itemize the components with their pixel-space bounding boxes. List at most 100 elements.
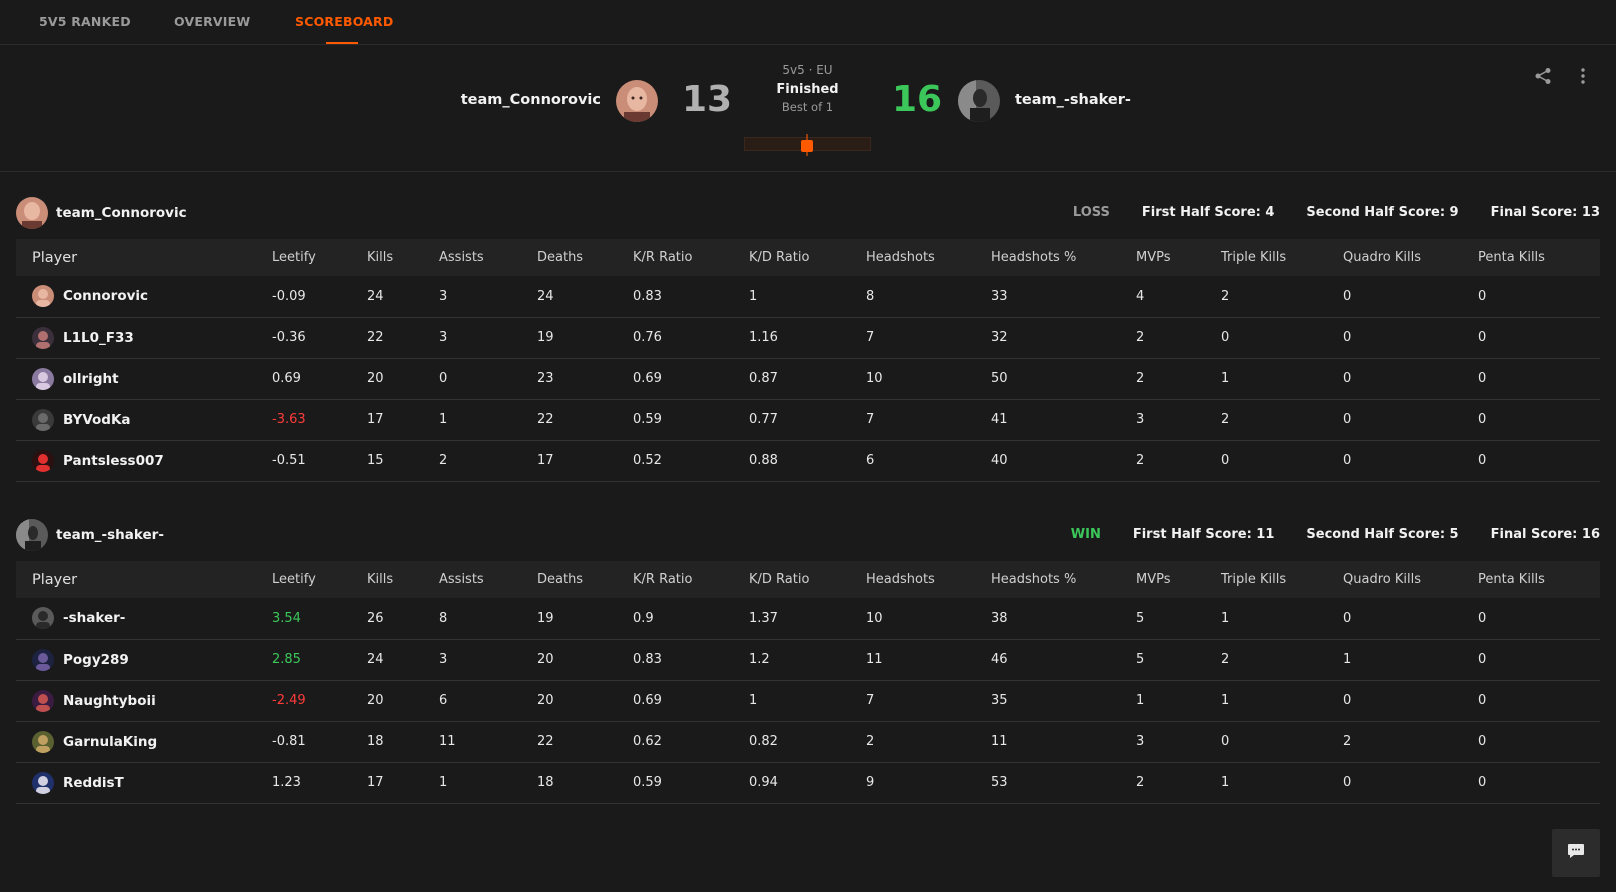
team2-small-avatar[interactable] (16, 519, 48, 551)
tab-5v5-ranked[interactable]: 5V5 RANKED (39, 14, 131, 29)
cell-leetify: 1.23 (272, 775, 301, 790)
column-header-quadro-kills[interactable]: Quadro Kills (1343, 250, 1421, 265)
table-row[interactable]: Naughtyboii -2.49 20 6 20 0.69 1 7 35 1 1 0 0 (16, 680, 1600, 721)
table-row[interactable]: ReddisT 1.23 17 1 18 0.59 0.94 9 53 2 1 0 0 (16, 762, 1600, 803)
cell-deaths: 20 (537, 652, 554, 667)
player-name[interactable]: Pantsless007 (63, 452, 164, 469)
round-timeline[interactable] (744, 134, 871, 156)
team2-section-name[interactable]: team_-shaker- (56, 527, 164, 543)
team1-first-half: First Half Score: 4 (1141, 205, 1275, 220)
table-row[interactable]: ollright 0.69 20 0 23 0.69 0.87 10 50 2 1 0 0 (16, 358, 1600, 399)
column-header-quadro-kills[interactable]: Quadro Kills (1343, 572, 1421, 587)
cell-headshots-pct: 53 (991, 775, 1008, 790)
column-header-kd-ratio[interactable]: K/D Ratio (749, 250, 810, 265)
player-avatar[interactable] (32, 326, 54, 349)
cell-quadro-kills: 0 (1343, 693, 1352, 708)
cell-leetify: 0.69 (272, 371, 301, 386)
cell-kr-ratio: 0.69 (633, 693, 662, 708)
player-avatar[interactable] (32, 367, 54, 390)
timeline-marker[interactable] (801, 140, 813, 152)
column-header-penta-kills[interactable]: Penta Kills (1478, 572, 1545, 587)
cell-kills: 20 (367, 371, 384, 386)
cell-mvps: 4 (1136, 288, 1145, 304)
team1-section-name[interactable]: team_Connorovic (56, 205, 187, 221)
column-header-kd-ratio[interactable]: K/D Ratio (749, 572, 810, 587)
player-name[interactable]: Connorovic (63, 288, 149, 305)
team1-name[interactable]: team_Connorovic (460, 92, 601, 108)
player-name[interactable]: BYVodKa (63, 411, 131, 428)
cell-penta-kills: 0 (1478, 330, 1487, 345)
column-header-kills[interactable]: Kills (367, 572, 394, 587)
player-avatar[interactable] (32, 285, 54, 308)
cell-assists: 1 (439, 412, 448, 427)
cell-mvps: 1 (1136, 693, 1145, 708)
cell-mvps: 3 (1136, 734, 1145, 749)
team2-avatar[interactable] (958, 80, 1000, 122)
tab-overview[interactable]: OVERVIEW (174, 14, 251, 29)
cell-headshots-pct: 40 (991, 453, 1008, 468)
player-name[interactable]: Naughtyboii (63, 692, 156, 709)
cell-penta-kills: 0 (1478, 734, 1487, 749)
column-header-player[interactable]: Player (32, 249, 78, 266)
share-icon[interactable] (1530, 63, 1556, 89)
team1-small-avatar[interactable] (16, 197, 48, 229)
cell-kd-ratio: 1.16 (749, 330, 778, 345)
tab-scoreboard[interactable]: SCOREBOARD (295, 14, 394, 29)
column-header-headshots-pct[interactable]: Headshots % (991, 250, 1077, 265)
player-avatar[interactable] (32, 408, 54, 431)
chat-button[interactable] (1552, 829, 1600, 877)
cell-kr-ratio: 0.52 (633, 453, 662, 468)
player-cell: ollright (16, 358, 272, 399)
team1-avatar[interactable] (616, 80, 658, 122)
column-header-deaths[interactable]: Deaths (537, 572, 584, 587)
table-row[interactable]: Pogy289 2.85 24 3 20 0.83 1.2 11 46 5 2 1 0 (16, 639, 1600, 680)
column-header-penta-kills[interactable]: Penta Kills (1478, 250, 1545, 265)
player-cell: Connorovic (16, 276, 272, 317)
table-row[interactable]: Pantsless007 -0.51 15 2 17 0.52 0.88 6 40 2 0 0 0 (16, 440, 1600, 481)
column-header-kr-ratio[interactable]: K/R Ratio (633, 250, 693, 265)
table-row[interactable]: BYVodKa -3.63 17 1 22 0.59 0.77 7 41 3 2 0 0 (16, 399, 1600, 440)
column-header-leetify[interactable]: Leetify (272, 572, 316, 587)
column-header-headshots-pct[interactable]: Headshots % (991, 572, 1077, 587)
player-name[interactable]: Pogy289 (63, 651, 129, 668)
table-row[interactable]: GarnulaKing -0.81 18 11 22 0.62 0.82 2 11 3 0 2 0 (16, 721, 1600, 762)
team2-name[interactable]: team_-shaker- (1015, 92, 1131, 108)
cell-penta-kills: 0 (1478, 652, 1487, 667)
column-header-leetify[interactable]: Leetify (272, 250, 316, 265)
player-avatar[interactable] (32, 689, 54, 712)
cell-headshots: 7 (866, 693, 875, 708)
player-name[interactable]: ollright (63, 370, 119, 387)
table-row[interactable]: -shaker- 3.54 26 8 19 0.9 1.37 10 38 5 1 0 0 (16, 598, 1600, 639)
player-avatar[interactable] (32, 449, 54, 472)
player-avatar[interactable] (32, 648, 54, 671)
player-name[interactable]: -shaker- (63, 610, 126, 627)
column-header-triple-kills[interactable]: Triple Kills (1221, 250, 1287, 265)
player-avatar[interactable] (32, 730, 54, 753)
player-avatar[interactable] (32, 607, 54, 630)
player-name[interactable]: ReddisT (63, 774, 124, 791)
player-name[interactable]: GarnulaKing (63, 733, 158, 750)
column-header-deaths[interactable]: Deaths (537, 250, 584, 265)
table-row[interactable]: L1L0_F33 -0.36 22 3 19 0.76 1.16 7 32 2 0 0 0 (16, 317, 1600, 358)
cell-headshots-pct: 38 (991, 610, 1008, 626)
cell-mvps: 2 (1136, 371, 1145, 386)
more-options-icon[interactable] (1570, 63, 1596, 89)
column-header-mvps[interactable]: MVPs (1136, 250, 1171, 265)
column-header-triple-kills[interactable]: Triple Kills (1221, 572, 1287, 587)
column-header-assists[interactable]: Assists (439, 572, 484, 587)
player-name[interactable]: L1L0_F33 (63, 329, 134, 346)
column-header-kills[interactable]: Kills (367, 250, 394, 265)
column-header-assists[interactable]: Assists (439, 250, 484, 265)
team2-second-half: Second Half Score: 5 (1306, 527, 1459, 542)
cell-kills: 18 (367, 734, 384, 749)
player-avatar[interactable] (32, 771, 54, 794)
column-header-headshots[interactable]: Headshots (866, 572, 935, 587)
column-header-mvps[interactable]: MVPs (1136, 572, 1171, 587)
table-row[interactable]: Connorovic -0.09 24 3 24 0.83 1 8 33 4 2 0 0 (16, 276, 1600, 317)
column-header-kr-ratio[interactable]: K/R Ratio (633, 572, 693, 587)
column-header-headshots[interactable]: Headshots (866, 250, 935, 265)
cell-headshots-pct: 11 (991, 734, 1008, 749)
cell-triple-kills: 0 (1221, 453, 1230, 468)
column-header-player[interactable]: Player (32, 571, 78, 588)
cell-headshots-pct: 35 (991, 693, 1008, 708)
